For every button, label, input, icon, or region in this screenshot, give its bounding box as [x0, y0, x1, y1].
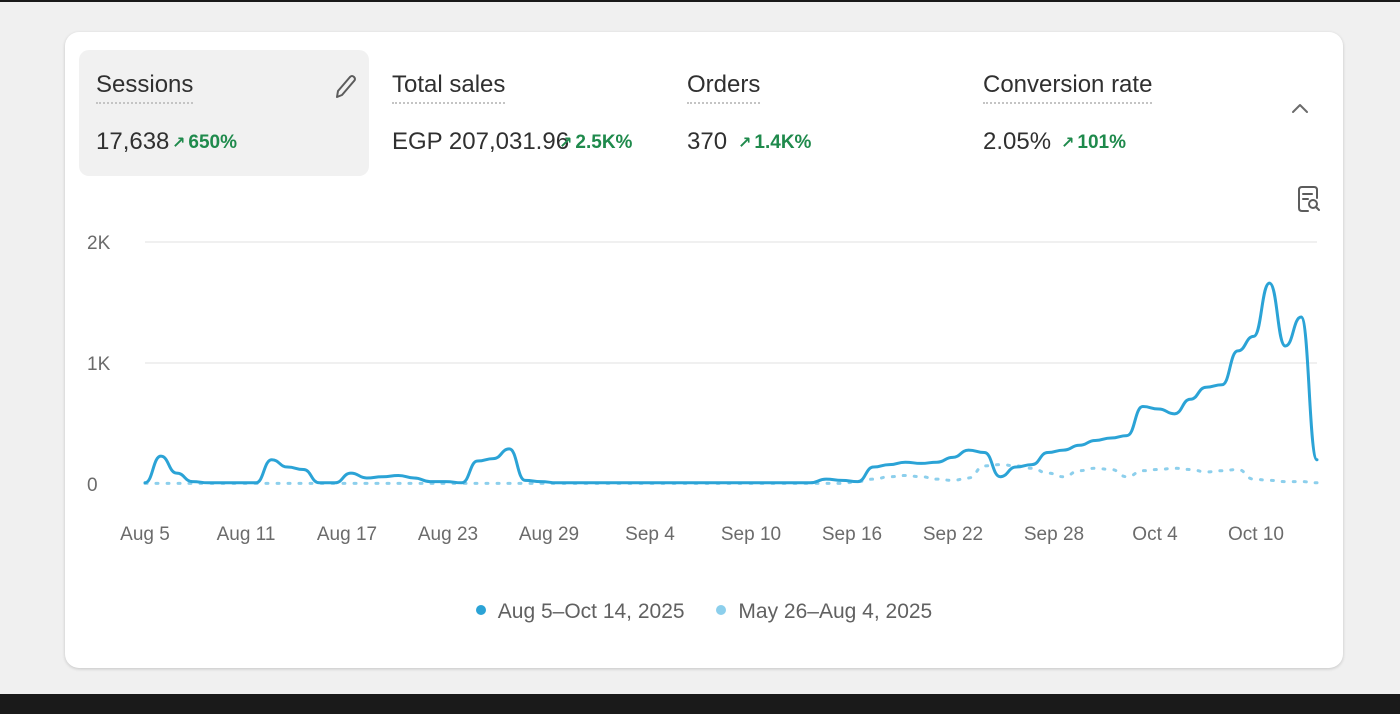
legend-label-current: Aug 5–Oct 14, 2025	[497, 600, 685, 623]
chevron-up-icon[interactable]	[1289, 100, 1311, 116]
metric-sessions-value: 17,638	[96, 128, 170, 155]
chart-y-axis: 0 1K 2K	[87, 233, 111, 496]
series-line-previous-period[interactable]	[143, 463, 1319, 485]
x-tick-label: Aug 29	[519, 524, 579, 545]
metric-conversion-rate-change: ↗ 101%	[1061, 132, 1126, 154]
metric-sessions[interactable]: Sessions 17,638 ↗ 650%	[79, 50, 369, 176]
arrow-up-right-icon: ↗	[1061, 135, 1075, 152]
metric-orders-change-value: 1.4K%	[754, 132, 812, 153]
metric-sessions-label: Sessions	[96, 71, 194, 104]
legend-dot-current	[475, 605, 486, 616]
x-tick-label: Aug 11	[217, 524, 276, 545]
window-top-edge	[0, 0, 1400, 2]
y-tick-label: 0	[87, 475, 98, 496]
sessions-line-chart: 0 1K 2K Aug 5 Aug 11 Aug 17 Aug 23 Aug 29 Sep 4…	[87, 233, 1319, 545]
metric-total-sales[interactable]: Total sales EGP 207,031.96 ↗ 2.5K%	[375, 50, 665, 176]
pencil-icon[interactable]	[331, 72, 357, 102]
metric-total-sales-change-value: 2.5K%	[575, 132, 633, 153]
x-tick-label: Sep 4	[625, 524, 675, 545]
chart-x-axis: Aug 5 Aug 11 Aug 17 Aug 23 Aug 29 Sep 4 Sep 10…	[120, 524, 1284, 545]
metric-orders-label: Orders	[687, 71, 761, 104]
x-tick-label: Oct 4	[1132, 524, 1178, 545]
x-tick-label: Oct 10	[1228, 524, 1284, 545]
chart-gridlines	[145, 241, 1317, 364]
arrow-up-right-icon: ↗	[172, 135, 186, 152]
metric-orders[interactable]: Orders 370 ↗ 1.4K%	[671, 50, 961, 176]
report-search-icon[interactable]	[1297, 184, 1321, 214]
metric-orders-change: ↗ 1.4K%	[738, 132, 811, 154]
metric-conversion-rate-label: Conversion rate	[983, 71, 1153, 104]
x-tick-label: Sep 16	[822, 524, 882, 545]
x-tick-label: Sep 28	[1024, 524, 1084, 545]
metric-total-sales-value: EGP 207,031.96	[392, 128, 570, 155]
x-tick-label: Sep 10	[721, 524, 781, 545]
legend-dot-previous	[716, 605, 727, 616]
legend-item-previous[interactable]: May 26–Aug 4, 2025	[716, 600, 932, 624]
metric-orders-value: 370	[687, 128, 728, 155]
metric-sessions-change: ↗ 650%	[172, 132, 237, 154]
window-bottom-bar	[0, 694, 1400, 714]
sessions-analytics-card: Sessions 17,638 ↗ 650% Total sales EGP 20…	[65, 32, 1343, 668]
y-tick-label: 1K	[87, 354, 111, 375]
chart-legend: Aug 5–Oct 14, 2025 May 26–Aug 4, 2025	[65, 600, 1343, 624]
arrow-up-right-icon: ↗	[559, 135, 573, 152]
x-tick-label: Sep 22	[923, 524, 983, 545]
metric-total-sales-change: ↗ 2.5K%	[559, 132, 632, 154]
metric-conversion-rate[interactable]: Conversion rate 2.05% ↗ 101%	[967, 50, 1257, 176]
metric-total-sales-label: Total sales	[392, 71, 506, 104]
y-tick-label: 2K	[87, 233, 111, 254]
x-tick-label: Aug 5	[120, 524, 170, 545]
metric-sessions-change-value: 650%	[188, 132, 238, 153]
x-tick-label: Aug 17	[317, 524, 377, 545]
metric-conversion-rate-value: 2.05%	[983, 128, 1052, 155]
metric-conversion-rate-change-value: 101%	[1077, 132, 1127, 153]
x-tick-label: Aug 23	[418, 524, 478, 545]
chart-series	[143, 281, 1319, 485]
legend-item-current[interactable]: Aug 5–Oct 14, 2025	[475, 600, 685, 624]
series-line-current-period[interactable]	[143, 281, 1319, 485]
arrow-up-right-icon: ↗	[738, 135, 752, 152]
legend-label-previous: May 26–Aug 4, 2025	[738, 600, 933, 623]
